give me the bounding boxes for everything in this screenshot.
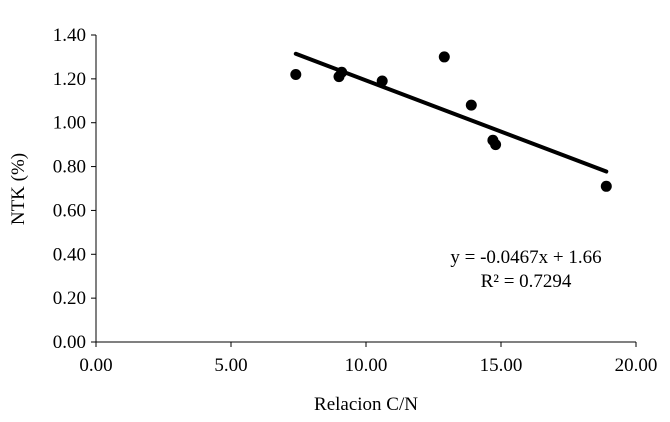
y-axis-title: NTK (%) bbox=[8, 153, 29, 225]
y-tick-label: 0.00 bbox=[53, 332, 86, 353]
y-tick-label: 1.00 bbox=[53, 113, 86, 134]
trendline-equation: y = -0.0467x + 1.66 bbox=[450, 247, 601, 268]
x-axis-ticks: 0.00 5.00 10.00 15.00 20.00 bbox=[79, 342, 657, 376]
data-point bbox=[490, 139, 502, 151]
data-point bbox=[376, 75, 388, 87]
y-tick-label: 0.20 bbox=[53, 288, 86, 309]
x-tick-label: 10.00 bbox=[345, 355, 388, 376]
r-squared-label: R² = 0.7294 bbox=[481, 271, 572, 292]
y-tick-label: 0.40 bbox=[53, 244, 86, 265]
y-tick-label: 0.60 bbox=[53, 200, 86, 221]
x-tick-label: 20.00 bbox=[615, 355, 658, 376]
trendline bbox=[293, 51, 609, 174]
x-tick-label: 5.00 bbox=[214, 355, 247, 376]
y-axis-ticks: 0.00 0.20 0.40 0.60 0.80 1.00 1.20 1.40 bbox=[53, 25, 96, 353]
data-point bbox=[465, 99, 477, 111]
data-points bbox=[290, 51, 612, 192]
x-tick-label: 0.00 bbox=[79, 355, 112, 376]
data-point bbox=[336, 66, 348, 78]
y-axis: 0.00 0.20 0.40 0.60 0.80 1.00 1.20 1.40 bbox=[53, 25, 97, 353]
data-point bbox=[290, 68, 302, 80]
data-point bbox=[600, 180, 612, 192]
x-axis-title: Relacion C/N bbox=[314, 394, 418, 415]
x-tick-label: 15.00 bbox=[480, 355, 523, 376]
y-tick-label: 1.20 bbox=[53, 69, 86, 90]
data-point bbox=[438, 51, 450, 63]
y-tick-label: 1.40 bbox=[53, 25, 86, 46]
x-axis: 0.00 5.00 10.00 15.00 20.00 bbox=[79, 341, 657, 376]
y-tick-label: 0.80 bbox=[53, 157, 86, 178]
